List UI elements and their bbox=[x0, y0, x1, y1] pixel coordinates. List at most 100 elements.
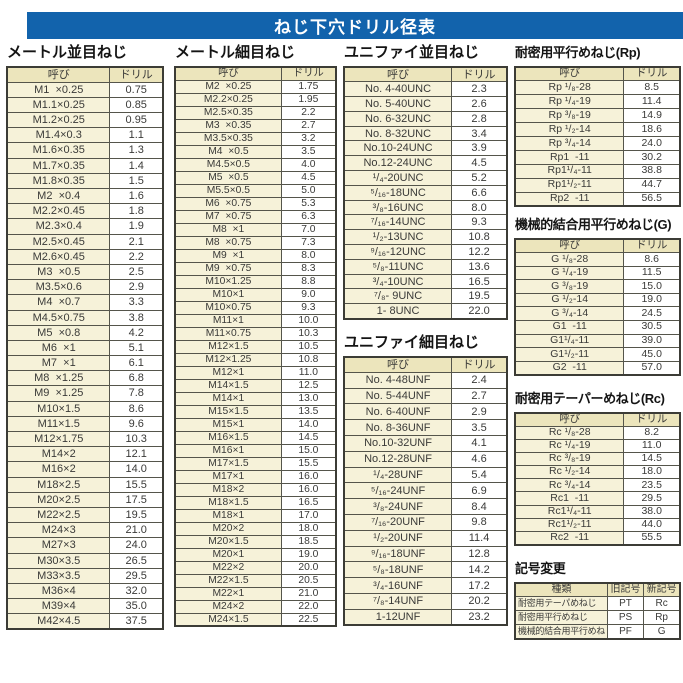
drill-value-cell: 7.8 bbox=[109, 385, 164, 402]
section-title-rc: 耐密用テーパーめねじ(Rc) bbox=[515, 390, 665, 406]
thread-name-cell: ⁵/₈-18UNF bbox=[343, 561, 453, 579]
table-row: M15×1.5 13.5 bbox=[174, 404, 337, 419]
thread-name-cell: M1.1×0.25 bbox=[6, 96, 111, 114]
page-title: ねじ下穴ドリル径表 bbox=[274, 18, 436, 37]
thread-name-cell: No. 8-32UNC bbox=[343, 125, 453, 142]
thread-name-cell: G ¹/₂-14 bbox=[514, 292, 625, 308]
column-header: 旧記号 bbox=[606, 582, 645, 598]
drill-value-cell: 15.5 bbox=[280, 456, 337, 471]
drill-value-cell: 6.6 bbox=[451, 184, 508, 201]
table-row: M3 ×0.35 2.7 bbox=[174, 118, 337, 133]
drill-value-cell: 24.5 bbox=[623, 306, 681, 321]
drill-value-cell: 30.2 bbox=[623, 149, 681, 165]
drill-value-cell: 1.9 bbox=[109, 218, 164, 235]
table-header-row: 呼び ドリル bbox=[6, 66, 164, 83]
thread-name-cell: G ³/₄-14 bbox=[514, 306, 625, 321]
drill-value-cell: 3.8 bbox=[109, 309, 164, 326]
table-row: M27×3 24.0 bbox=[6, 537, 164, 554]
thread-name-cell: M20×1.5 bbox=[174, 534, 282, 549]
drill-value-cell: 19.0 bbox=[623, 292, 681, 308]
drill-value-cell: 45.0 bbox=[623, 347, 681, 362]
drill-value-cell: 5.3 bbox=[280, 196, 337, 211]
thread-name-cell: ¹/₂-13UNC bbox=[343, 229, 453, 246]
drill-value-cell: 32.0 bbox=[109, 582, 164, 600]
drill-value-cell: 38.0 bbox=[623, 504, 681, 519]
section-unified-coarse: ユニファイ並目ねじ 呼び ドリル No. 4-40UNC 2.3 No. 5-40UNC… bbox=[343, 44, 508, 320]
table-row: M2.6×0.45 2.2 bbox=[6, 248, 164, 265]
table-row: M20×2.5 17.5 bbox=[6, 491, 164, 508]
thread-name-cell: M17×1.5 bbox=[174, 456, 282, 471]
column-header: 呼び bbox=[6, 66, 111, 83]
thread-name-cell: ¹/₂-20UNF bbox=[343, 529, 453, 547]
section-title-metric-coarse: メートル並目ねじ bbox=[7, 44, 128, 61]
table-row: No.12-24UNC 4.5 bbox=[343, 155, 508, 172]
column-header: 種類 bbox=[514, 582, 608, 598]
drill-value-cell: 18.0 bbox=[280, 521, 337, 536]
drill-value-cell: 5.2 bbox=[451, 170, 508, 186]
table-row: Rc2 -11 55.5 bbox=[514, 531, 681, 546]
table-row: M20×1 19.0 bbox=[174, 547, 337, 562]
table-row: M5 ×0.5 4.5 bbox=[174, 170, 337, 185]
table-row: Rp ¹/₄-19 11.4 bbox=[514, 94, 681, 110]
thread-name-cell: M22×1 bbox=[174, 586, 282, 601]
drill-value-cell: 14.0 bbox=[109, 461, 164, 478]
thread-name-cell: M11×1 bbox=[174, 313, 282, 328]
thread-name-cell: M6 ×1 bbox=[6, 339, 111, 357]
table-row: M1.4×0.3 1.1 bbox=[6, 127, 164, 144]
thread-name-cell: Rc ³/₈-19 bbox=[514, 451, 625, 467]
table-row: M30×3.5 26.5 bbox=[6, 552, 164, 569]
drill-value-cell: 21.0 bbox=[280, 586, 337, 601]
table-row: M14×2 12.1 bbox=[6, 446, 164, 463]
table-row: 機械的結合用平行めねじ PF G bbox=[514, 624, 681, 640]
thread-name-cell: M10×1 bbox=[174, 287, 282, 302]
thread-name-cell: M4 ×0.5 bbox=[174, 144, 282, 159]
table-row: ¹/₄-28UNF 5.4 bbox=[343, 466, 508, 484]
table-row: M15×1 14.0 bbox=[174, 417, 337, 432]
drill-value-cell: 2.2 bbox=[280, 105, 337, 120]
table-row: M4.5×0.75 3.8 bbox=[6, 309, 164, 326]
drill-value-cell: 2.1 bbox=[109, 233, 164, 250]
table-row: M1.1×0.25 0.85 bbox=[6, 96, 164, 114]
thread-name-cell: Rc ³/₄-14 bbox=[514, 478, 625, 493]
table-row: M36×4 32.0 bbox=[6, 582, 164, 600]
thread-name-cell: M3.5×0.35 bbox=[174, 131, 282, 146]
table-row: ³/₈-24UNF 8.4 bbox=[343, 498, 508, 516]
drill-value-cell: 18.0 bbox=[623, 465, 681, 480]
drill-value-cell: 5.4 bbox=[451, 466, 508, 484]
table-row: ⁵/₁₆-24UNF 6.9 bbox=[343, 482, 508, 500]
thread-name-cell: No.10-32UNF bbox=[343, 435, 453, 452]
column-header: ドリル bbox=[451, 66, 508, 83]
drill-value-cell: 9.3 bbox=[280, 300, 337, 315]
section-title-g: 機械的結合用平行めねじ(G) bbox=[515, 216, 672, 232]
section-metric-fine: メートル細目ねじ 呼び ドリル M2 ×0.25 1.75 M2.2×0.25 1.95 M… bbox=[174, 44, 337, 627]
column-header: 呼び bbox=[343, 66, 453, 83]
table-row: M1 ×0.25 0.75 bbox=[6, 81, 164, 98]
thread-name-cell: G ¹/₈-28 bbox=[514, 252, 625, 267]
thread-name-cell: M22×1.5 bbox=[174, 573, 282, 588]
unified-fine-table: 呼び ドリル No. 4-48UNF 2.4 No. 5-44UNF 2.7 No. 6-4… bbox=[343, 355, 508, 627]
table-row: G ¹/₄-19 11.5 bbox=[514, 265, 681, 281]
table-row: Rp2 -11 56.5 bbox=[514, 191, 681, 207]
section-g: 機械的結合用平行めねじ(G) 呼び ドリル G ¹/₈-28 8.6 G ¹/₄-19 1… bbox=[514, 216, 681, 376]
table-row: No. 6-32UNC 2.8 bbox=[343, 110, 508, 127]
drill-value-cell: 11.0 bbox=[280, 365, 337, 380]
drill-value-cell: 2.9 bbox=[109, 279, 164, 296]
drill-value-cell: 19.5 bbox=[451, 288, 508, 305]
drill-value-cell: 22.5 bbox=[280, 612, 337, 627]
drill-value-cell: 2.2 bbox=[109, 248, 164, 265]
table-row: Rp ¹/₂-14 18.6 bbox=[514, 122, 681, 137]
section-rp: 耐密用平行めねじ(Rp) 呼び ドリル Rp ¹/₈-28 8.5 Rp ¹/₄-19 1… bbox=[514, 44, 681, 207]
drill-value-cell: 6.8 bbox=[109, 370, 164, 387]
drill-value-cell: 8.6 bbox=[623, 252, 681, 267]
drill-value-cell: 0.75 bbox=[109, 81, 164, 98]
column-header: ドリル bbox=[623, 412, 681, 427]
table-row: M7 ×1 6.1 bbox=[6, 355, 164, 372]
thread-name-cell: M2.3×0.4 bbox=[6, 218, 111, 235]
drill-value-cell: 2.5 bbox=[109, 263, 164, 281]
drill-value-cell: 44.0 bbox=[623, 517, 681, 533]
drill-value-cell: 18.5 bbox=[280, 534, 337, 549]
drill-value-cell: 8.3 bbox=[280, 261, 337, 276]
table-row: M11×0.75 10.3 bbox=[174, 326, 337, 341]
thread-name-cell: M16×1.5 bbox=[174, 430, 282, 445]
table-row: M42×4.5 37.5 bbox=[6, 613, 164, 630]
